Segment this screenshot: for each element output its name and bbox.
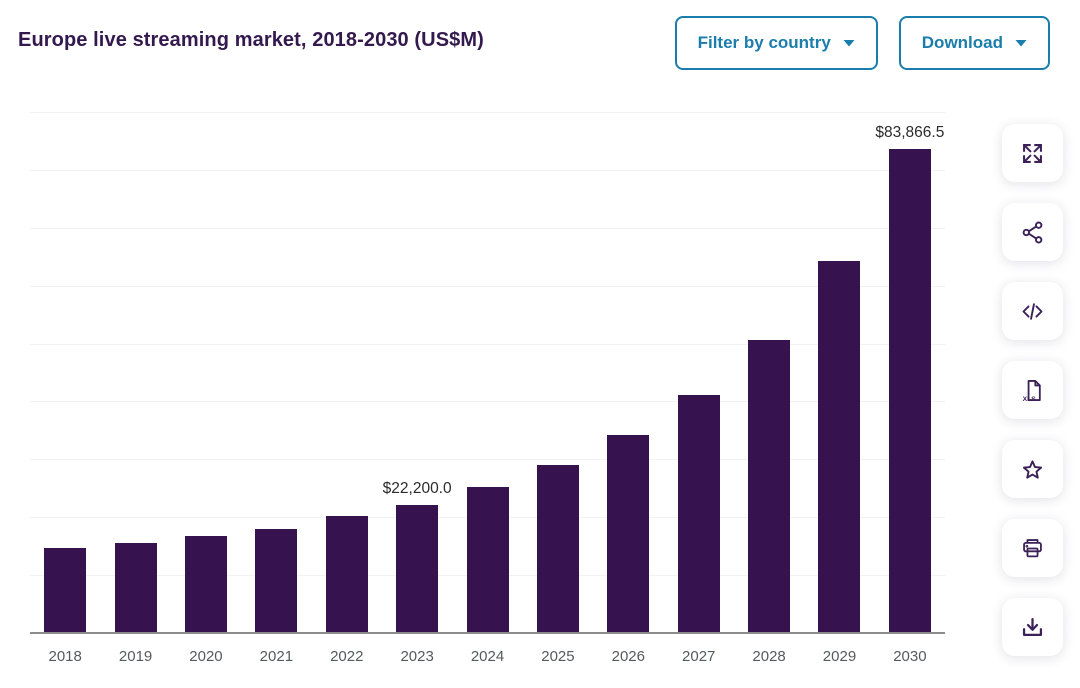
expand-icon bbox=[1019, 140, 1046, 167]
favorite-star-icon bbox=[1019, 456, 1046, 483]
bar-column-2022 bbox=[312, 113, 382, 634]
chevron-down-icon bbox=[843, 39, 855, 47]
x-axis-label-2018: 2018 bbox=[48, 648, 82, 665]
bar-2028[interactable] bbox=[748, 340, 791, 634]
x-axis-label-2020: 2020 bbox=[189, 648, 223, 665]
bar-column-2019 bbox=[100, 113, 170, 634]
page-title: Europe live streaming market, 2018-2030 … bbox=[18, 29, 484, 51]
chevron-down-icon bbox=[1015, 39, 1027, 47]
bar-column-2029 bbox=[804, 113, 874, 634]
bar-column-2023: $22,200.0 bbox=[382, 113, 452, 634]
gridline bbox=[30, 169, 945, 171]
share-icon bbox=[1019, 219, 1046, 246]
bar-column-2026 bbox=[593, 113, 663, 634]
filter-by-country-button[interactable]: Filter by country bbox=[674, 16, 878, 70]
x-axis-label-2026: 2026 bbox=[611, 648, 645, 665]
download-xls-button[interactable]: XLS bbox=[1002, 361, 1063, 419]
bar-2018[interactable] bbox=[44, 548, 87, 634]
chart-action-toolbar: XLS bbox=[1002, 124, 1063, 656]
x-axis-label-2029: 2029 bbox=[822, 648, 857, 665]
bar-column-2027 bbox=[664, 113, 734, 634]
bar-column-2025 bbox=[523, 113, 593, 634]
bar-2030[interactable] bbox=[888, 149, 931, 634]
embed-code-icon bbox=[1019, 298, 1046, 325]
xls-icon-label: XLS bbox=[1023, 396, 1037, 403]
bar-2027[interactable] bbox=[677, 395, 720, 634]
bar-2025[interactable] bbox=[536, 465, 579, 634]
bar-2020[interactable] bbox=[184, 536, 227, 634]
x-axis-label-2019: 2019 bbox=[118, 648, 153, 665]
bar-column-2024 bbox=[452, 113, 522, 634]
data-label-2023: $22,200.0 bbox=[382, 480, 452, 497]
gridline bbox=[30, 343, 945, 345]
x-axis-label-2025: 2025 bbox=[541, 648, 575, 665]
gridline bbox=[30, 112, 945, 113]
data-label-2030: $83,866.5 bbox=[875, 124, 945, 141]
gridline bbox=[30, 459, 945, 461]
x-axis-label-2024: 2024 bbox=[470, 648, 505, 665]
print-icon bbox=[1019, 535, 1046, 562]
bar-column-2018 bbox=[30, 113, 100, 634]
bar-column-2021 bbox=[241, 113, 311, 634]
bar-column-2020 bbox=[171, 113, 241, 634]
xls-download-icon: XLS bbox=[1019, 377, 1046, 404]
bar-2024[interactable] bbox=[466, 487, 509, 634]
bar-2023[interactable] bbox=[396, 505, 439, 634]
expand-fullscreen-button[interactable] bbox=[1002, 124, 1063, 182]
header-button-group: Filter by country Download bbox=[674, 16, 1050, 70]
gridline bbox=[30, 285, 945, 287]
download-button[interactable]: Download bbox=[898, 16, 1050, 70]
share-button[interactable] bbox=[1002, 203, 1063, 261]
x-axis-labels: 2018 2019 2020 2021 2022 2023 2024 2025 2026 2027… bbox=[30, 648, 945, 665]
x-axis-label-2022: 2022 bbox=[330, 648, 364, 665]
download-image-button[interactable] bbox=[1002, 598, 1063, 656]
bar-2026[interactable] bbox=[607, 435, 650, 634]
x-axis-label-2021: 2021 bbox=[259, 648, 294, 665]
favorite-button[interactable] bbox=[1002, 440, 1063, 498]
print-button[interactable] bbox=[1002, 519, 1063, 577]
gridline bbox=[30, 227, 945, 229]
bar-2019[interactable] bbox=[114, 543, 157, 634]
bar-chart-plot-area: $22,200.0 $83,866.5 bbox=[30, 112, 945, 634]
bar-column-2028 bbox=[734, 113, 804, 634]
bar-2022[interactable] bbox=[325, 516, 368, 634]
download-image-icon bbox=[1019, 614, 1046, 641]
bar-column-2030: $83,866.5 bbox=[875, 113, 945, 634]
embed-code-button[interactable] bbox=[1002, 282, 1063, 340]
x-axis-line bbox=[30, 632, 945, 634]
x-axis-label-2030: 2030 bbox=[893, 648, 927, 665]
bar-2029[interactable] bbox=[818, 261, 861, 634]
x-axis-label-2028: 2028 bbox=[752, 648, 786, 665]
bar-2021[interactable] bbox=[255, 529, 298, 634]
x-axis-label-2023: 2023 bbox=[400, 648, 434, 665]
x-axis-label-2027: 2027 bbox=[682, 648, 716, 665]
filter-by-country-label: Filter by country bbox=[697, 33, 831, 52]
gridline bbox=[30, 401, 945, 403]
download-button-label: Download bbox=[921, 33, 1003, 52]
